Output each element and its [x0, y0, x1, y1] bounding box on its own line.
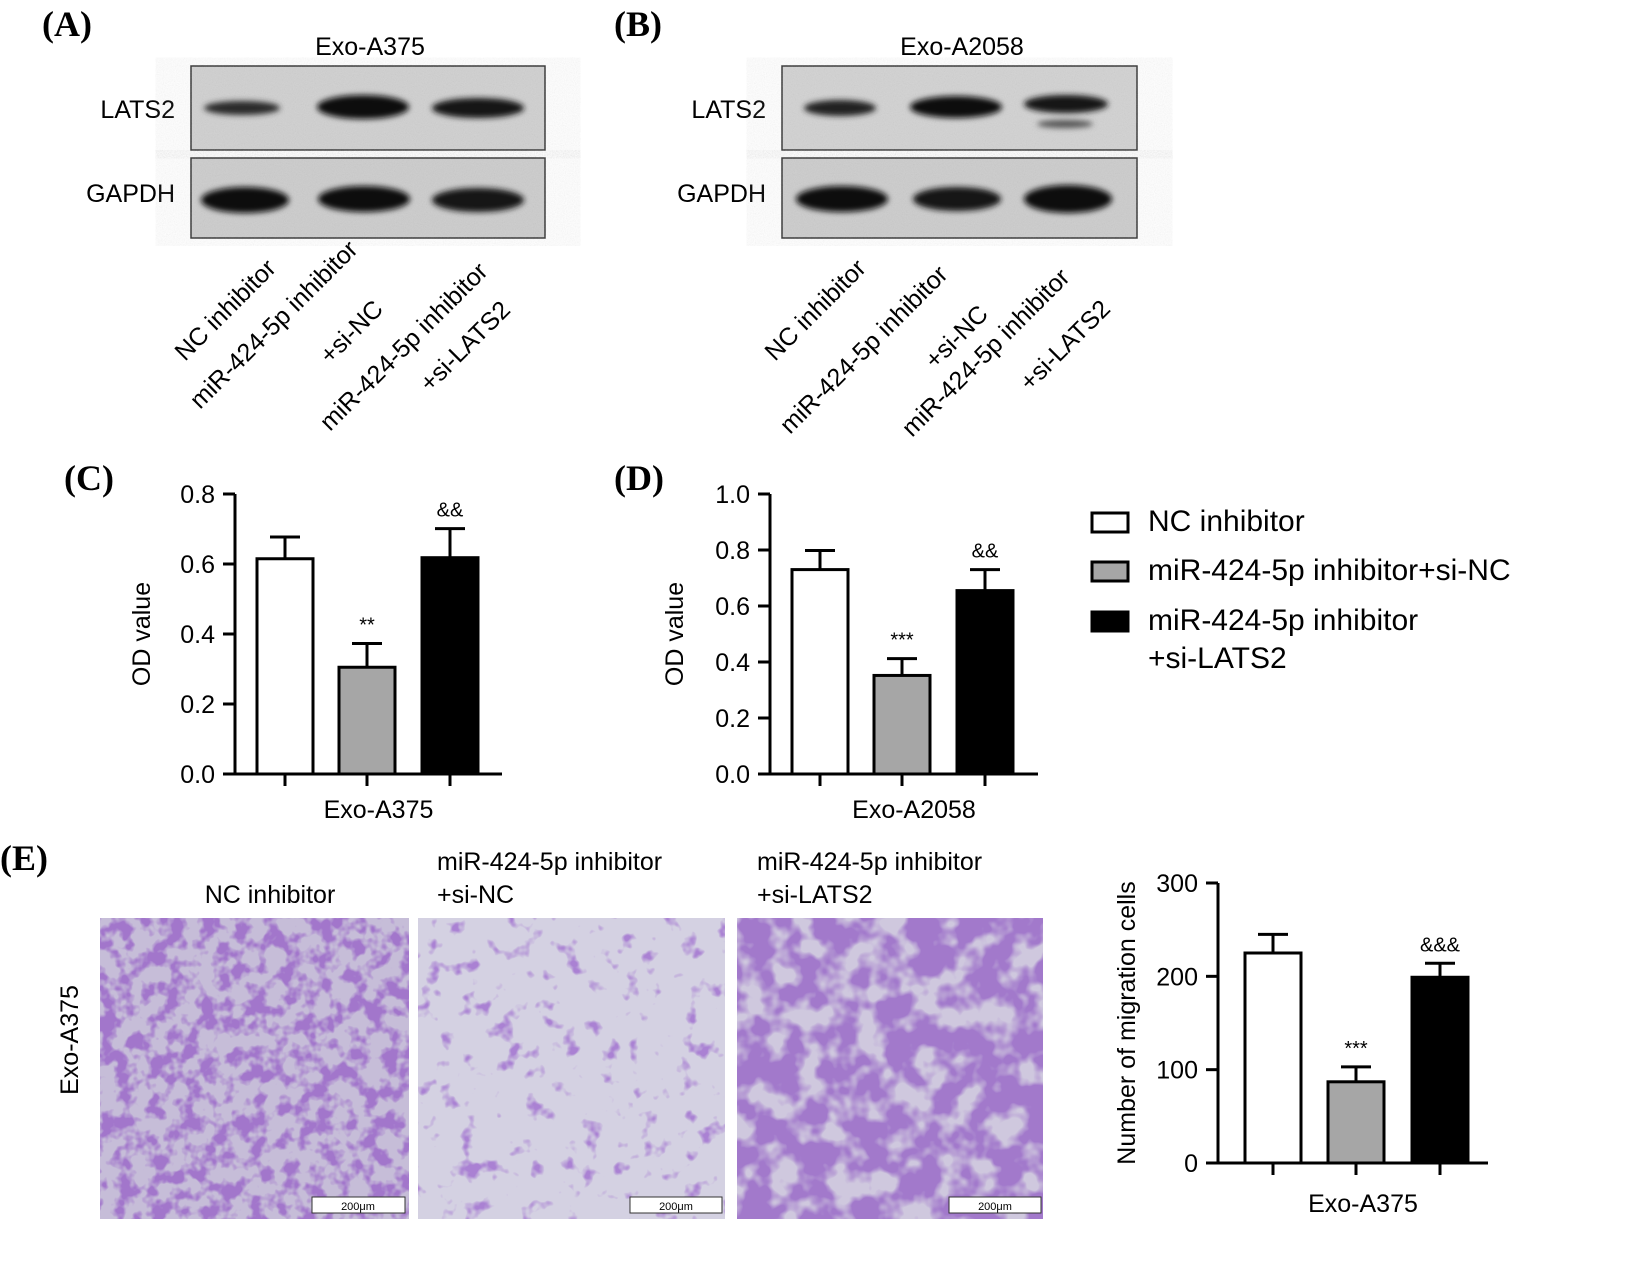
y-tick-label: 200	[1156, 963, 1198, 991]
legend: NC inhibitor miR-424-5p inhibitor+si-NC …	[1090, 505, 1511, 675]
panel-a-blot-lats2	[190, 65, 546, 151]
scale-bar-label: 200μm	[978, 1201, 1012, 1213]
bar	[872, 673, 932, 776]
panel-d-letter: (D)	[614, 458, 664, 498]
band	[432, 188, 524, 212]
micrograph-nc-inhibitor: 200μm	[100, 918, 409, 1219]
band	[201, 187, 289, 213]
x-axis-title: Exo-A375	[1308, 1190, 1418, 1218]
panel-b-blot-gapdh	[781, 157, 1138, 239]
chart-d-od-value: 0.0 0.2 0.4 0.6 0.8 1.0 *** && Exo-A2058 OD value	[661, 481, 1038, 824]
image-title: +si-LATS2	[757, 881, 873, 909]
significance-label: &&	[437, 500, 464, 522]
chart-e-migration-cells: 0 100 200 300 *** &&& Exo-A375 Number of migrat…	[1113, 870, 1488, 1218]
image-title: NC inhibitor	[205, 881, 336, 909]
significance-label: &&&	[1420, 934, 1461, 956]
panel-b-title: Exo-A2058	[900, 33, 1024, 61]
panel-e-image-titles: NC inhibitor miR-424-5p inhibitor +si-NC…	[205, 848, 982, 909]
scale-bar-label: 200μm	[659, 1201, 693, 1213]
y-axis-title: OD value	[128, 582, 156, 686]
band	[317, 95, 409, 119]
y-tick-label: 0.0	[180, 761, 215, 789]
image-title: miR-424-5p inhibitor	[757, 848, 982, 876]
bar	[790, 568, 850, 776]
image-title: miR-424-5p inhibitor	[437, 848, 662, 876]
significance-label: ***	[890, 630, 914, 652]
image-title: +si-NC	[437, 881, 514, 909]
significance-label: ***	[1344, 1038, 1368, 1060]
y-tick-label: 1.0	[715, 481, 750, 509]
panel-e-row-label: Exo-A375	[56, 985, 84, 1095]
panel-a-blot-gapdh	[190, 157, 546, 239]
legend-label: miR-424-5p inhibitor	[1148, 604, 1418, 637]
panel-b-lane-labels: NC inhibitor miR-424-5p inhibitor +si-NC…	[759, 254, 1116, 442]
bar	[1243, 951, 1303, 1165]
band	[432, 98, 524, 118]
band	[204, 101, 280, 115]
bar	[337, 665, 397, 776]
y-tick-label: 0.8	[715, 537, 750, 565]
legend-label: NC inhibitor	[1148, 505, 1305, 538]
y-tick-label: 0	[1184, 1150, 1198, 1178]
panel-a-letter: (A)	[42, 4, 92, 44]
band	[1024, 185, 1112, 213]
panel-b-band-label-lats2: LATS2	[691, 96, 766, 124]
panel-a-band-label-gapdh: GAPDH	[86, 180, 175, 208]
band	[796, 186, 888, 212]
y-tick-label: 0.0	[715, 761, 750, 789]
panel-a-lane-labels: NC inhibitor miR-424-5p inhibitor +si-NC…	[169, 235, 516, 436]
y-axis-title: Number of migration cells	[1113, 881, 1141, 1164]
bar	[1326, 1080, 1386, 1165]
band	[804, 100, 876, 116]
panel-c-letter: (C)	[64, 458, 114, 498]
chart-c-od-value: 0.0 0.2 0.4 0.6 0.8 ** && Exo-A375 OD value	[128, 481, 502, 824]
band	[1037, 120, 1093, 128]
band	[910, 96, 1002, 118]
legend-entry-nc-inhibitor: NC inhibitor	[1090, 505, 1305, 538]
scale-bar-label: 200μm	[341, 1201, 375, 1213]
significance-label: &&	[972, 541, 999, 563]
y-tick-label: 0.6	[180, 551, 215, 579]
legend-label: miR-424-5p inhibitor+si-NC	[1148, 554, 1511, 587]
bar	[420, 556, 480, 776]
legend-entry-mir-si-lats2: miR-424-5p inhibitor +si-LATS2	[1090, 604, 1418, 675]
bar	[1410, 975, 1470, 1165]
y-tick-label: 0.4	[180, 621, 215, 649]
significance-label: **	[359, 614, 375, 636]
y-tick-label: 0.4	[715, 649, 750, 677]
x-axis-title: Exo-A2058	[852, 796, 976, 824]
y-tick-label: 300	[1156, 870, 1198, 898]
y-tick-label: 0.6	[715, 593, 750, 621]
y-tick-label: 100	[1156, 1057, 1198, 1085]
x-axis-title: Exo-A375	[324, 796, 434, 824]
band	[913, 187, 1001, 211]
panel-b-blot-lats2	[781, 65, 1138, 151]
bar	[255, 557, 315, 776]
panel-b-band-label-gapdh: GAPDH	[677, 180, 766, 208]
bar	[955, 589, 1015, 776]
panel-a-title: Exo-A375	[315, 33, 425, 61]
legend-label: +si-LATS2	[1148, 642, 1287, 675]
band	[1024, 95, 1108, 113]
micrograph-mir-si-nc: 200μm	[418, 918, 725, 1219]
y-tick-label: 0.2	[715, 705, 750, 733]
y-tick-label: 0.2	[180, 691, 215, 719]
panel-a-band-label-lats2: LATS2	[100, 96, 175, 124]
y-tick-label: 0.8	[180, 481, 215, 509]
micrograph-mir-si-lats2: 200μm	[737, 918, 1043, 1219]
legend-entry-mir-si-nc: miR-424-5p inhibitor+si-NC	[1090, 554, 1511, 587]
panel-b-letter: (B)	[614, 4, 662, 44]
y-axis-title: OD value	[661, 582, 689, 686]
band	[318, 186, 410, 212]
panel-e-letter: (E)	[0, 838, 48, 878]
